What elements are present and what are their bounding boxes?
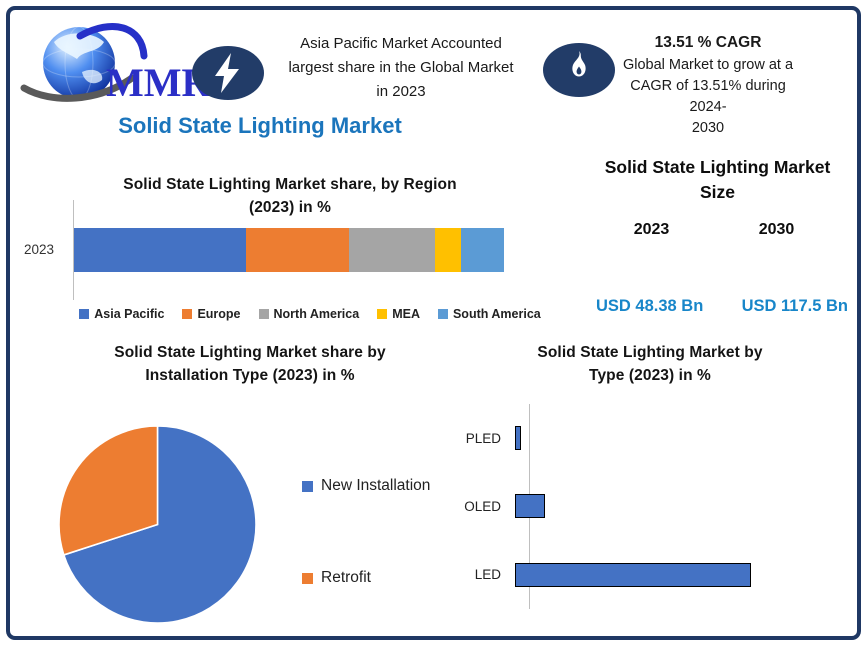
market-size-title: Solid State Lighting Market Size — [604, 157, 831, 202]
highlight-line: largest share in the Global Market — [288, 59, 514, 76]
region-stacked-bar — [74, 228, 504, 272]
region-y-axis — [73, 200, 74, 300]
legend-label: Asia Pacific — [94, 307, 165, 321]
legend-item: Asia Pacific — [79, 307, 164, 321]
legend-swatch-icon — [302, 480, 313, 492]
legend-swatch-icon — [437, 309, 448, 319]
type-chart-title: Solid State Lighting Market by Type (202… — [537, 344, 763, 384]
flame-icon — [542, 42, 616, 98]
highlight-asia-pacific: Asia Pacific Market Accounted largest sh… — [276, 32, 526, 104]
highlight-line: in 2023 — [376, 83, 426, 100]
value-2023: USD 48.38 Bn — [596, 297, 704, 315]
value-2030: USD 117.5 Bn — [741, 297, 848, 315]
region-bar-segment — [435, 228, 461, 272]
type-bar — [515, 426, 521, 451]
legend-label: North America — [273, 307, 360, 321]
legend-label: Europe — [197, 307, 241, 321]
installation-pie-chart — [58, 425, 257, 624]
legend-label: MEA — [392, 307, 420, 321]
type-category-label: PLED — [465, 430, 501, 446]
pie-chart-title: Solid State Lighting Market share by Ins… — [114, 344, 386, 384]
market-size-years: 2023 2030 — [589, 221, 839, 239]
region-chart-title: Solid State Lighting Market share, by Re… — [123, 176, 457, 216]
legend-swatch-icon — [79, 309, 90, 319]
region-bar-segment — [461, 228, 504, 272]
legend-item: New Installation — [302, 477, 430, 495]
legend-item: MEA — [377, 307, 420, 321]
year-2023: 2023 — [633, 221, 670, 238]
legend-swatch-icon — [377, 309, 388, 319]
cagr-heading: 13.51 % CAGR — [654, 34, 762, 51]
type-category-label: LED — [474, 567, 501, 583]
highlight-line: Asia Pacific Market Accounted — [300, 35, 502, 52]
lightning-icon — [191, 45, 265, 101]
highlight-line: 2030 — [691, 120, 725, 136]
pie-legend: New Installation Retrofit — [302, 477, 430, 587]
legend-item: Europe — [182, 307, 241, 321]
legend-swatch-icon — [182, 309, 193, 319]
year-2030: 2030 — [758, 221, 795, 238]
type-bar — [515, 562, 751, 587]
type-bar-row: PLED — [414, 404, 854, 472]
mmr-logo: MMR — [16, 20, 214, 110]
type-bar-chart: PLED OLED LED — [414, 404, 854, 609]
region-bar-segment — [349, 228, 436, 272]
legend-label: New Installation — [321, 477, 431, 494]
legend-item: North America — [258, 307, 360, 321]
legend-label: Retrofit — [321, 569, 371, 586]
type-bar — [515, 494, 545, 519]
type-bar-row: LED — [414, 541, 854, 609]
globe-icon: MMR — [20, 23, 212, 105]
pie-slice — [62, 425, 257, 624]
legend-swatch-icon — [302, 572, 313, 584]
type-bar-row: OLED — [414, 472, 854, 540]
highlight-cagr: 13.51 % CAGR Global Market to grow at a … — [613, 32, 803, 139]
pie-slice — [58, 425, 159, 556]
region-axis-label-2023: 2023 — [24, 242, 55, 257]
region-bar-segment — [246, 228, 350, 272]
market-size-values: USD 48.38 Bn USD 117.5 Bn — [596, 297, 848, 316]
type-category-label: OLED — [464, 498, 501, 514]
region-legend: Asia Pacific Europe North America MEA South … — [79, 307, 541, 321]
legend-item: Retrofit — [302, 569, 430, 587]
region-bar-segment — [74, 228, 246, 272]
legend-swatch-icon — [258, 309, 269, 319]
legend-label: South America — [452, 307, 541, 321]
legend-item: South America — [437, 307, 541, 321]
highlight-line: CAGR of 13.51% during 2024- — [630, 78, 786, 115]
page-title: Solid State Lighting Market — [118, 113, 402, 138]
highlight-line: Global Market to grow at a — [622, 57, 794, 73]
